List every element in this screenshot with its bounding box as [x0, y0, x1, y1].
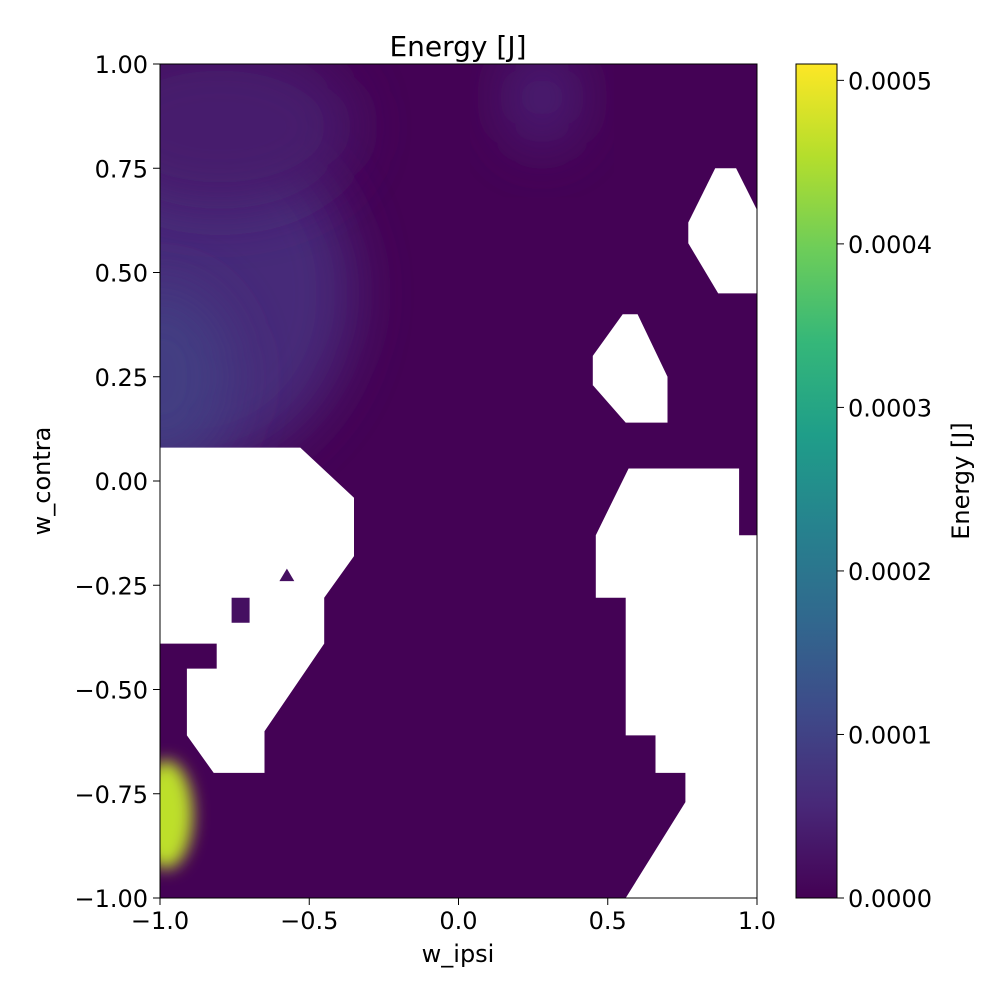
y-axis-label: w_contra [28, 427, 56, 536]
island-tiny-triangle [279, 568, 295, 582]
feature-upper-left-edge [160, 285, 235, 469]
plot-area [160, 64, 757, 898]
feature-hot-spot [160, 760, 193, 869]
y-tick-label: −0.25 [74, 572, 148, 600]
chart-title: Energy [J] [389, 30, 526, 63]
colorbar-tick-label: 0.0001 [848, 721, 932, 749]
colorbar-tick-label: 0.0002 [848, 558, 932, 586]
colorbar-tick-label: 0.0000 [848, 885, 932, 913]
heatmap-features [160, 64, 578, 869]
missing-regions [160, 168, 757, 898]
y-tick-label: −0.50 [74, 677, 148, 705]
missing-lower-left-block [160, 447, 354, 773]
colorbar-tick-label: 0.0005 [848, 67, 932, 95]
feature-top-center-streak [506, 64, 578, 148]
x-axis: −1.0 −0.5 0.0 0.5 1.0 [131, 898, 776, 935]
heatmap-islands [231, 568, 295, 623]
colorbar-label: Energy [J] [947, 422, 975, 539]
x-tick-label: 1.0 [738, 907, 776, 935]
missing-mid-right-hole [592, 314, 668, 423]
missing-lower-right-region [595, 468, 757, 898]
x-tick-label: 0.5 [589, 907, 627, 935]
y-tick-label: 0.50 [95, 260, 148, 288]
y-tick-label: −0.75 [74, 781, 148, 809]
colorbar-tick-label: 0.0003 [848, 394, 932, 422]
y-tick-label: 1.00 [95, 51, 148, 79]
y-tick-label: 0.75 [95, 155, 148, 183]
colorbar: 0.0000 0.0001 0.0002 0.0003 0.0004 0.0005 Ene… [795, 63, 975, 913]
x-tick-label: −0.5 [280, 907, 338, 935]
island-small-square [231, 597, 250, 623]
colorbar-tick-label: 0.0004 [848, 231, 932, 259]
x-tick-label: 0.0 [439, 907, 477, 935]
missing-upper-right-hole [688, 168, 757, 294]
x-tick-label: −1.0 [131, 907, 189, 935]
colorbar-ticks: 0.0000 0.0001 0.0002 0.0003 0.0004 0.0005 [837, 67, 932, 913]
y-axis: 1.00 0.75 0.50 0.25 0.00 −0.25 −0.50 −0.75 −1.00 [74, 51, 160, 913]
colorbar-gradient [795, 63, 838, 899]
y-tick-label: 0.00 [95, 468, 148, 496]
x-axis-label: w_ipsi [422, 940, 495, 968]
y-tick-label: −1.00 [74, 885, 148, 913]
feature-upper-left-top [160, 64, 354, 210]
y-tick-label: 0.25 [95, 364, 148, 392]
